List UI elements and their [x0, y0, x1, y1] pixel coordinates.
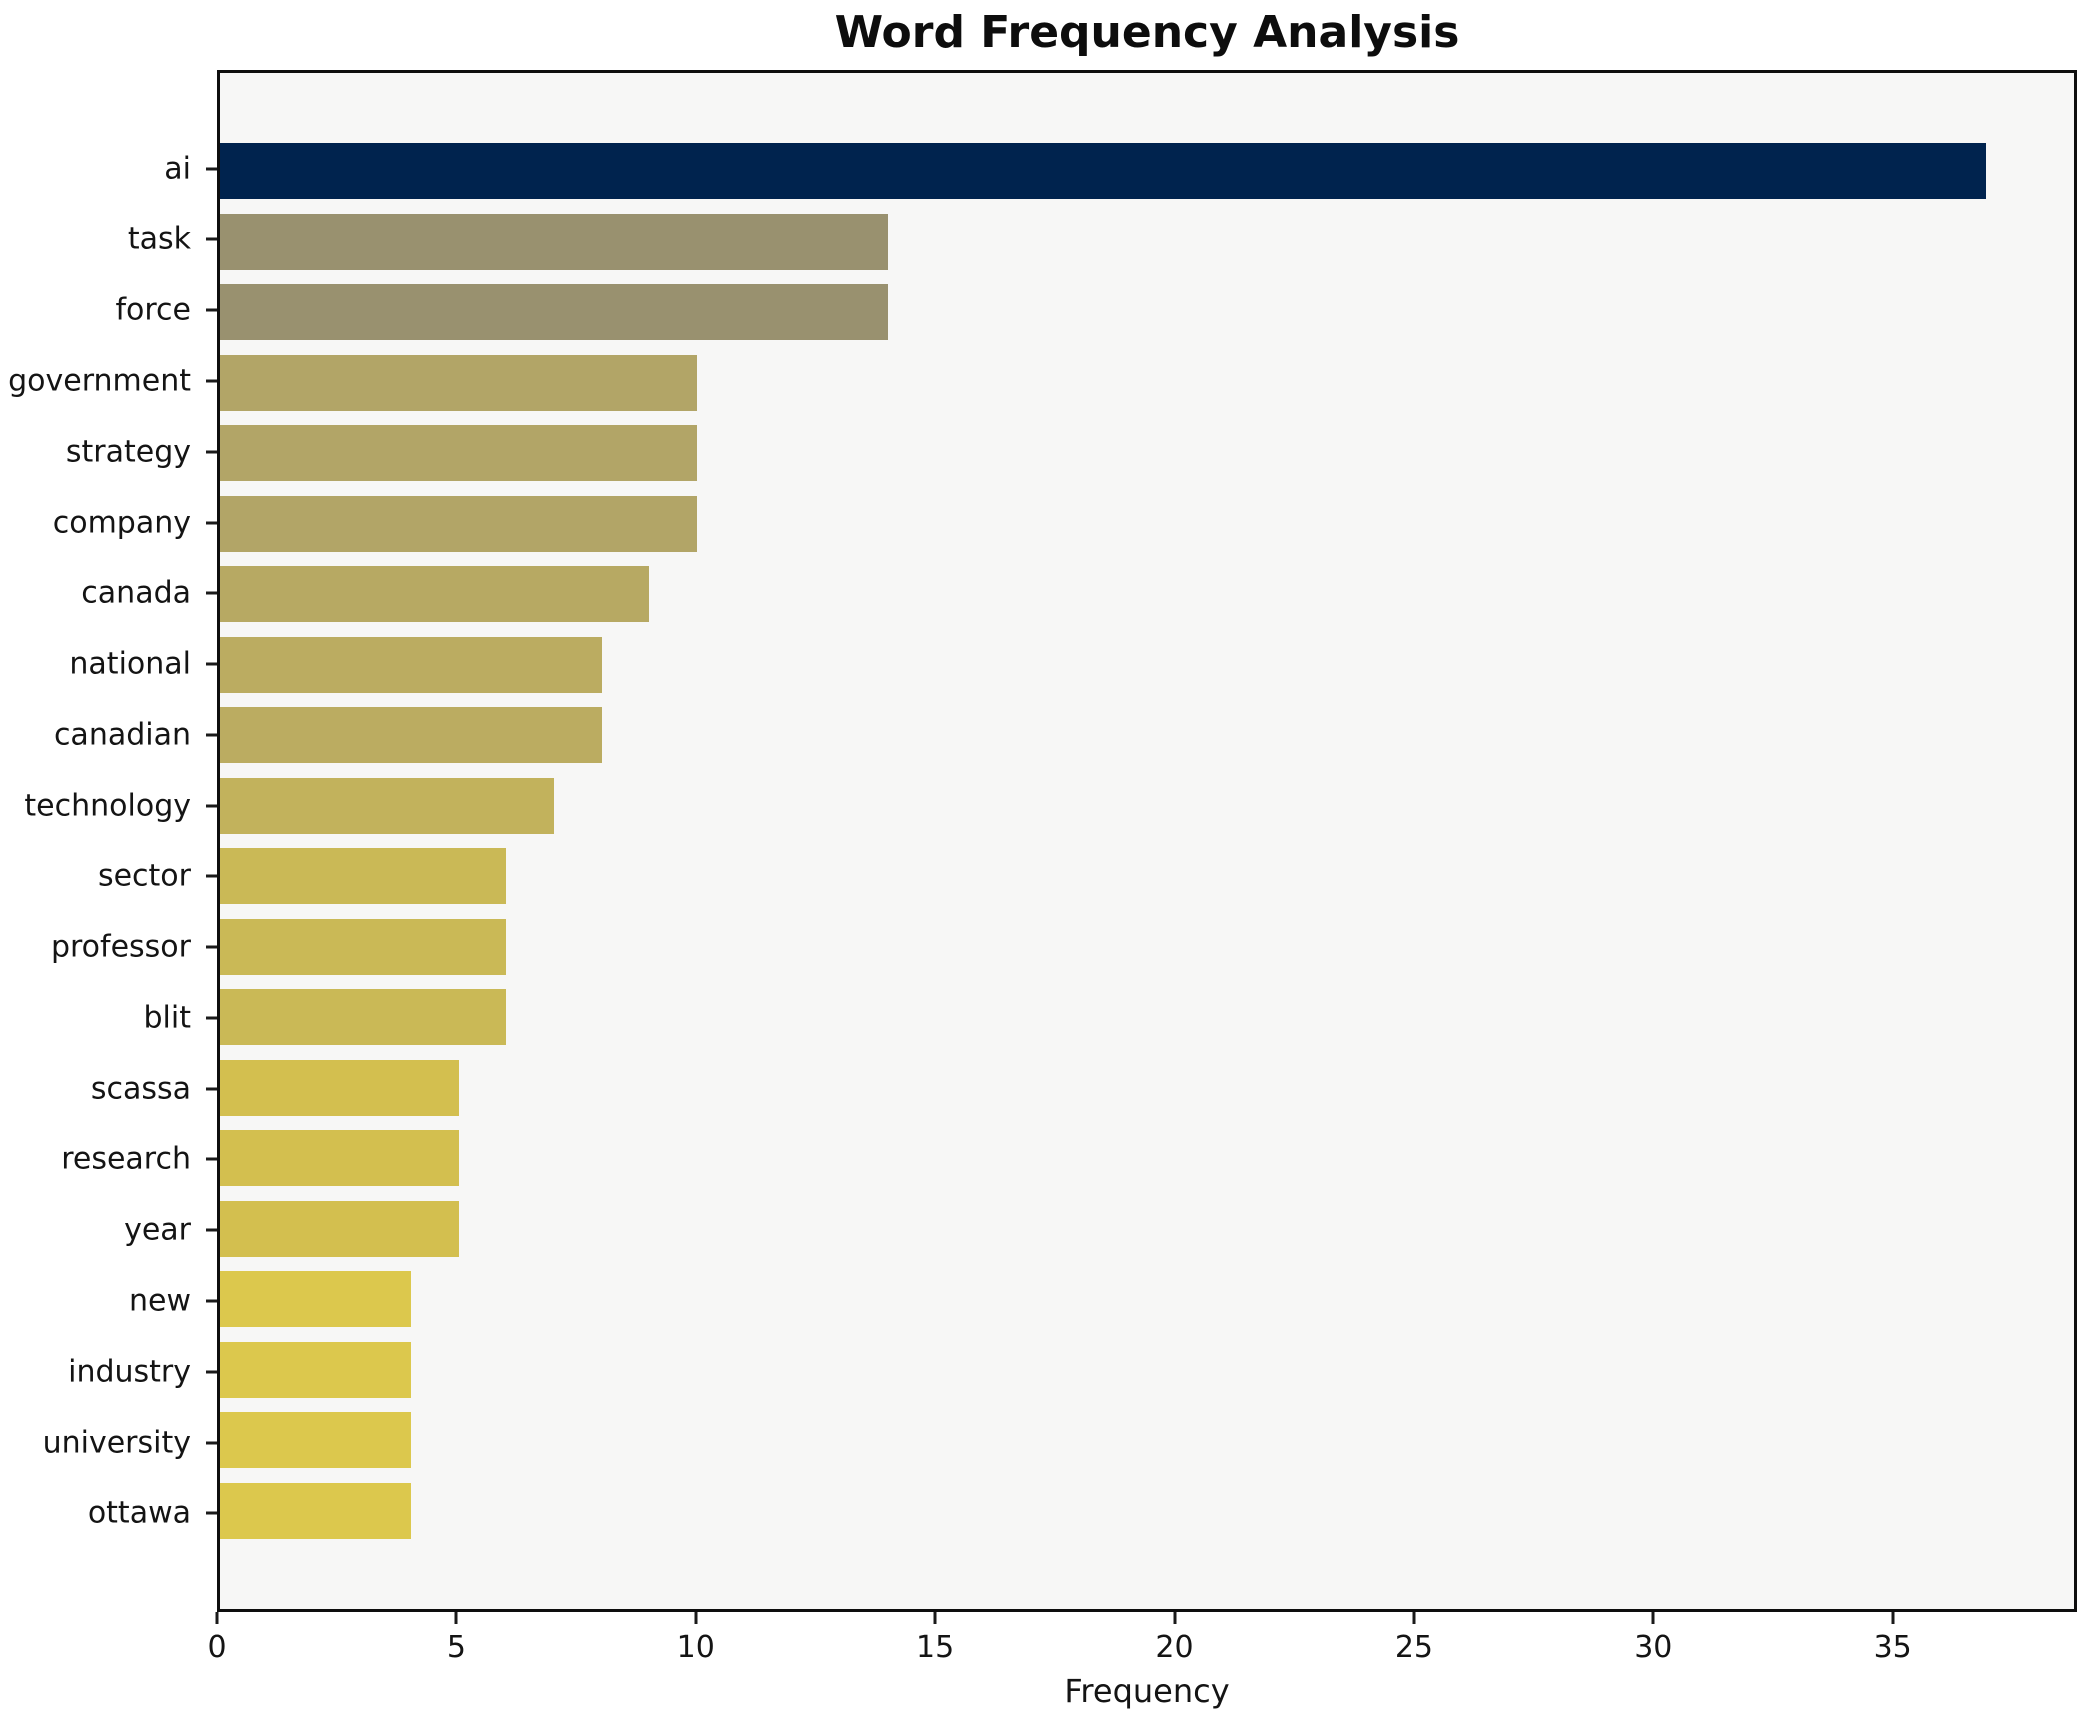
x-tick-label: 10 — [676, 1630, 715, 1665]
x-tick-label: 5 — [446, 1630, 466, 1665]
bar-task — [220, 213, 889, 270]
x-tick-mark — [1651, 1612, 1655, 1624]
bar-ottawa — [220, 1482, 411, 1539]
bar-technology — [220, 777, 555, 834]
y-tick-label-year: year — [124, 1212, 191, 1248]
bar-company — [220, 495, 698, 552]
x-tick-mark — [215, 1612, 219, 1624]
y-tick-label-technology: technology — [24, 788, 191, 824]
x-tick-label: 35 — [1873, 1630, 1912, 1665]
x-tick-label: 30 — [1634, 1630, 1673, 1665]
plot-area — [217, 70, 2077, 1612]
y-axis: ai task force government strategy company cana… — [0, 70, 217, 1612]
y-tick-label-canada: canada — [81, 575, 191, 611]
y-tick-mark — [206, 450, 217, 454]
x-tick-mark — [1173, 1612, 1177, 1624]
bar-strategy — [220, 425, 698, 482]
y-tick-mark — [206, 1370, 217, 1374]
x-tick-label: 15 — [916, 1630, 955, 1665]
y-tick-label-canadian: canadian — [53, 717, 191, 753]
x-axis: Frequency 0 5 10 15 20 25 30 35 — [207, 1612, 2077, 1722]
y-tick-label-strategy: strategy — [65, 434, 191, 470]
bar-industry — [220, 1341, 411, 1398]
bar-new — [220, 1271, 411, 1328]
y-tick-label-new: new — [128, 1283, 191, 1319]
y-tick-label-blit: blit — [143, 1000, 191, 1036]
x-tick-mark — [454, 1612, 458, 1624]
y-tick-label-university: university — [42, 1425, 191, 1461]
y-tick-label-scassa: scassa — [90, 1071, 191, 1107]
bar-university — [220, 1412, 411, 1469]
y-tick-mark — [206, 945, 217, 949]
y-tick-mark — [206, 733, 217, 737]
y-tick-mark — [206, 591, 217, 595]
chart-title: Word Frequency Analysis — [834, 7, 1460, 58]
x-tick-label: 20 — [1155, 1630, 1194, 1665]
x-tick-mark — [1412, 1612, 1416, 1624]
x-tick-label: 25 — [1394, 1630, 1433, 1665]
y-tick-label-research: research — [61, 1141, 191, 1177]
y-tick-mark — [206, 662, 217, 666]
y-tick-label-professor: professor — [50, 929, 191, 965]
y-tick-label-ai: ai — [164, 151, 191, 187]
bar-scassa — [220, 1059, 459, 1116]
bar-ai — [220, 143, 1986, 200]
bar-year — [220, 1200, 459, 1257]
y-tick-label-ottawa: ottawa — [87, 1495, 191, 1531]
y-tick-mark — [206, 1228, 217, 1232]
y-tick-label-company: company — [52, 505, 191, 541]
x-tick-label: 0 — [207, 1630, 227, 1665]
y-tick-mark — [206, 1511, 217, 1515]
bar-professor — [220, 918, 507, 975]
bar-research — [220, 1130, 459, 1187]
y-tick-mark — [206, 1299, 217, 1303]
bar-force — [220, 284, 889, 341]
y-tick-label-task: task — [127, 221, 191, 257]
y-tick-mark — [206, 379, 217, 383]
bar-national — [220, 636, 602, 693]
y-tick-mark — [206, 874, 217, 878]
y-tick-label-national: national — [69, 646, 191, 682]
x-tick-mark — [933, 1612, 937, 1624]
y-tick-mark — [206, 1016, 217, 1020]
y-tick-mark — [206, 1441, 217, 1445]
y-tick-label-government: government — [8, 363, 191, 399]
x-axis-label: Frequency — [1064, 1672, 1230, 1710]
y-tick-mark — [206, 167, 217, 171]
y-tick-mark — [206, 521, 217, 525]
bar-blit — [220, 989, 507, 1046]
bar-government — [220, 354, 698, 411]
y-tick-mark — [206, 1087, 217, 1091]
y-tick-label-force: force — [115, 292, 191, 328]
y-tick-label-sector: sector — [97, 858, 191, 894]
y-tick-mark — [206, 237, 217, 241]
bar-canadian — [220, 707, 602, 764]
y-tick-mark — [206, 804, 217, 808]
bar-canada — [220, 566, 650, 623]
y-tick-mark — [206, 1157, 217, 1161]
x-tick-mark — [1891, 1612, 1895, 1624]
y-tick-label-industry: industry — [68, 1354, 191, 1390]
y-tick-mark — [206, 308, 217, 312]
bar-sector — [220, 848, 507, 905]
x-tick-mark — [694, 1612, 698, 1624]
